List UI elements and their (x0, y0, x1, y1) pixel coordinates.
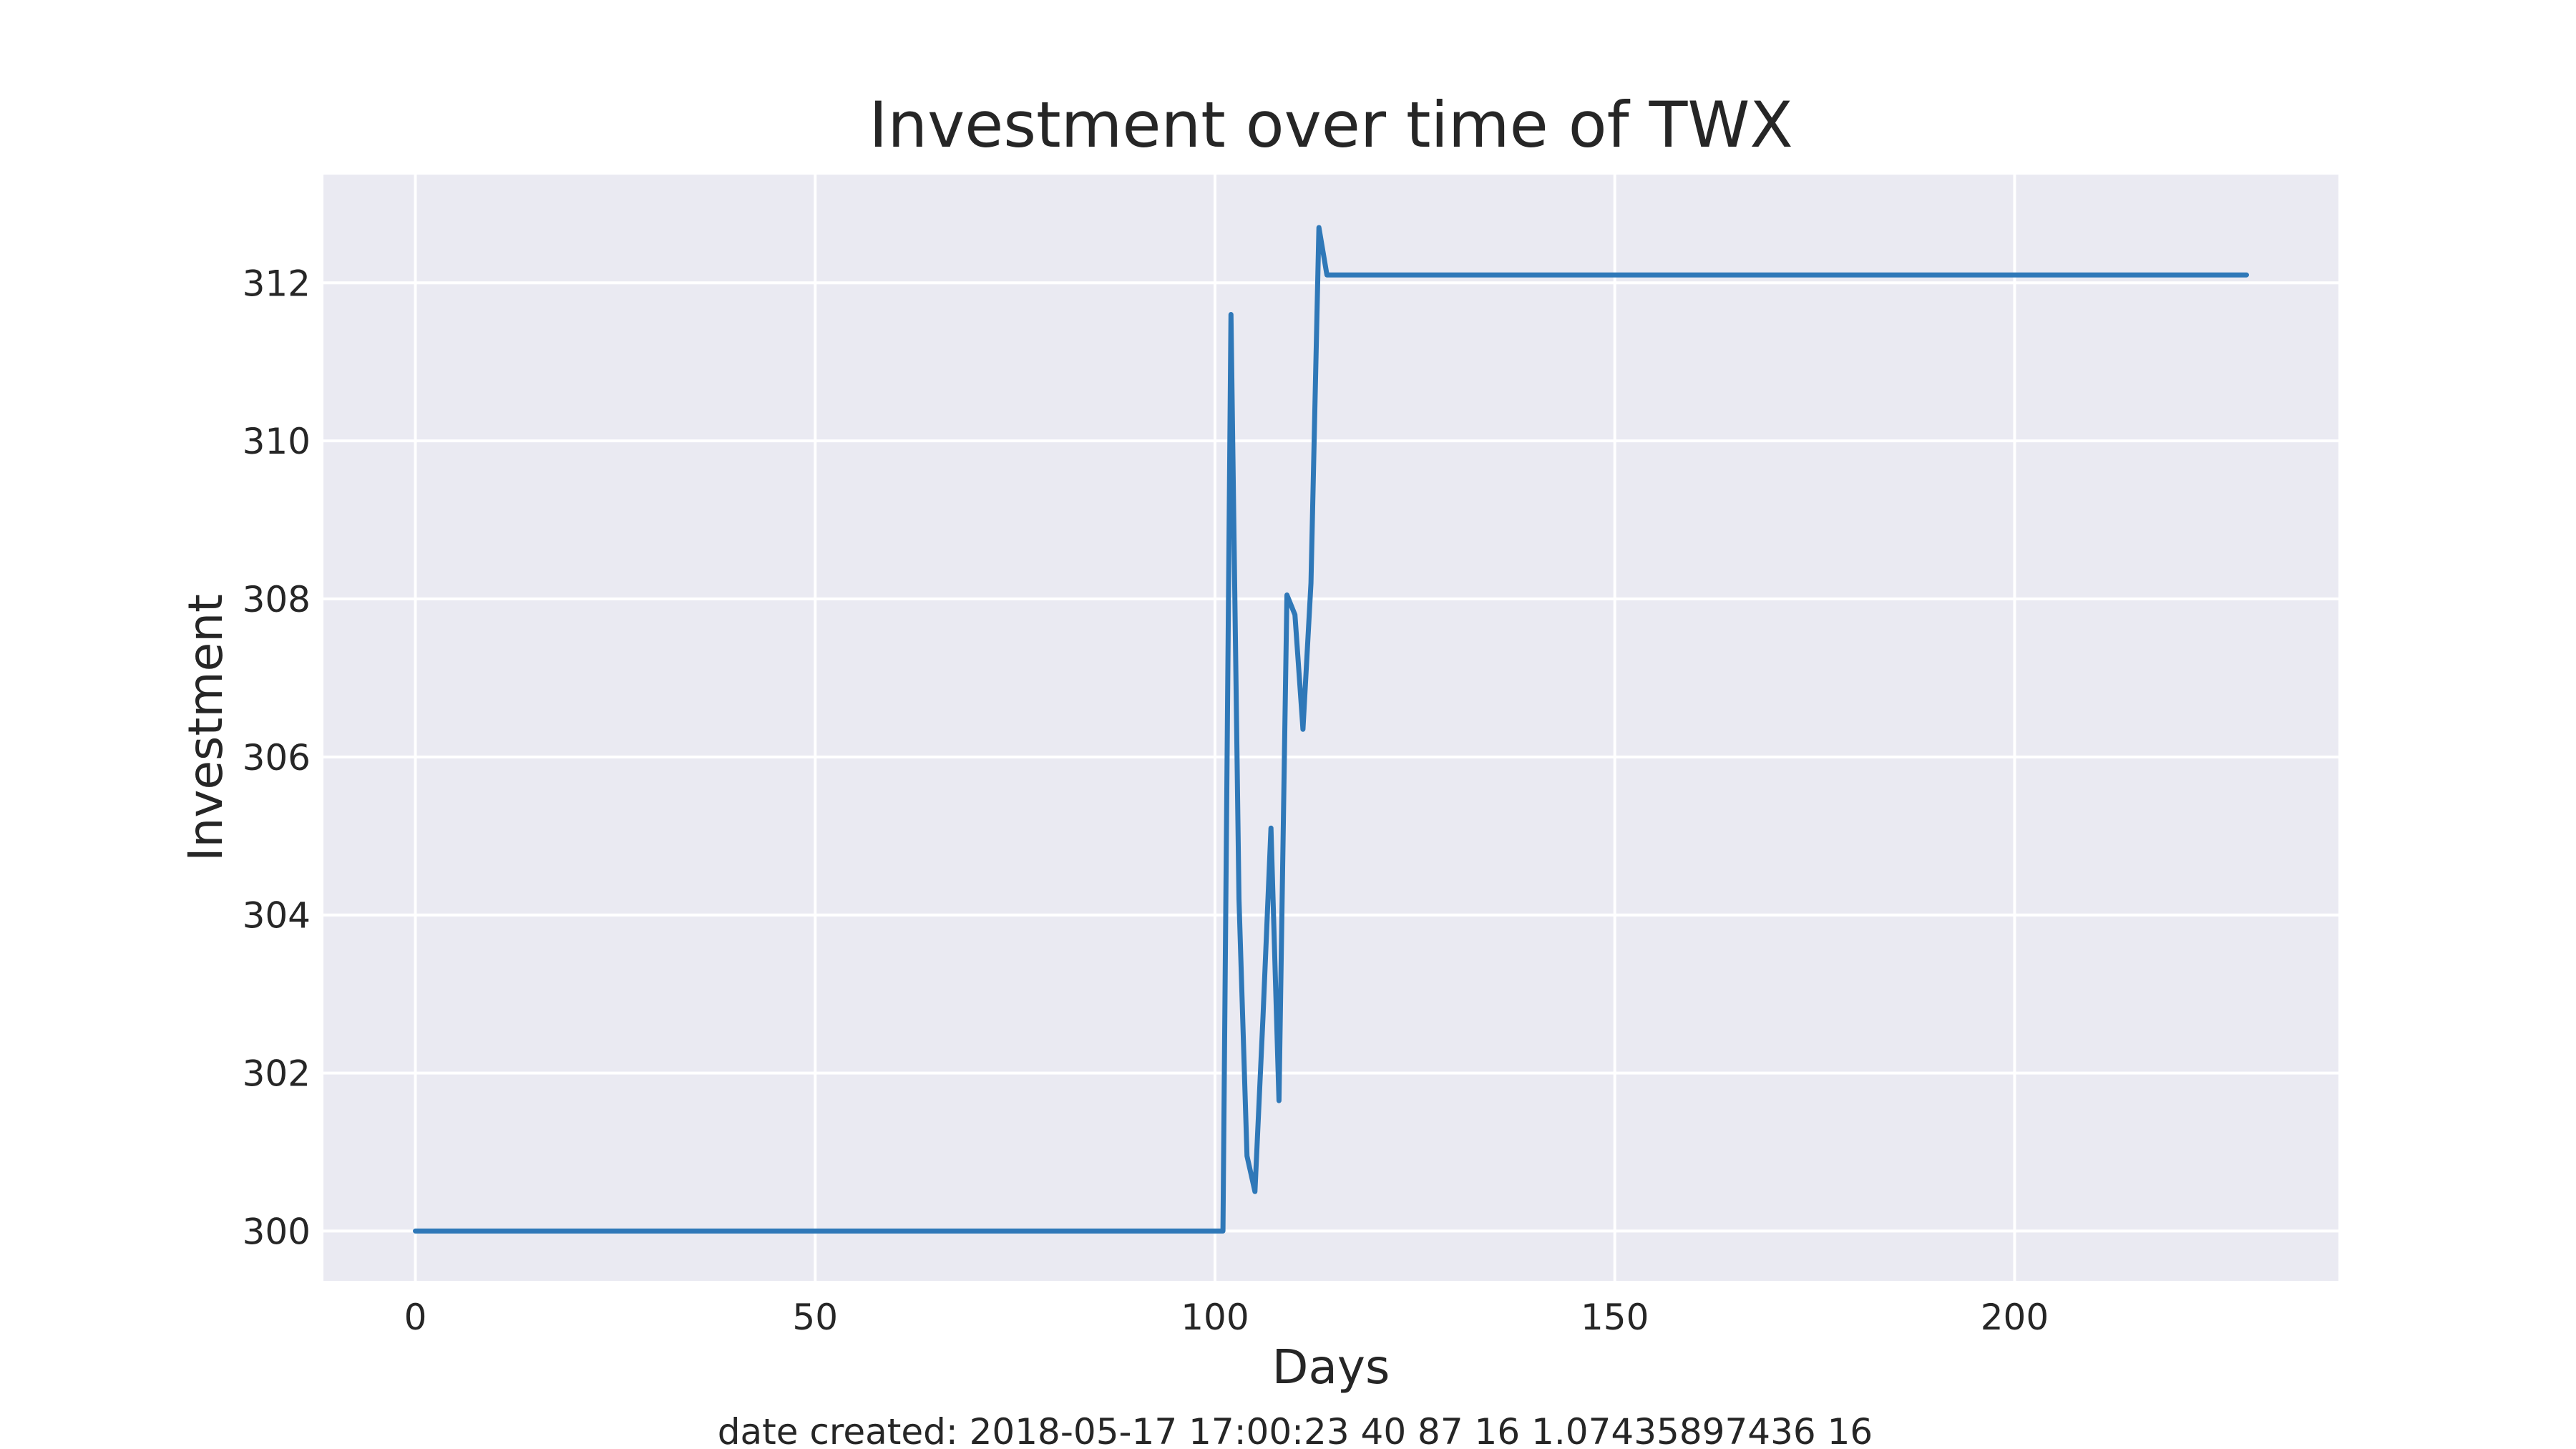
grid-vertical (414, 175, 2016, 1281)
x-tick-label: 150 (1581, 1297, 1649, 1338)
x-axis-label: Days (1272, 1340, 1390, 1395)
y-axis-label: Investment (178, 594, 233, 862)
x-tick-labels: 0 50 100 150 200 (404, 1297, 2049, 1338)
y-tick-label: 306 (243, 737, 311, 779)
y-tick-labels: 300 302 304 306 308 310 312 (243, 263, 311, 1252)
x-tick-label: 0 (404, 1297, 427, 1338)
y-tick-label: 304 (243, 895, 311, 937)
y-tick-label: 300 (243, 1211, 311, 1252)
plot-background (323, 175, 2338, 1281)
x-tick-label: 200 (1981, 1297, 2049, 1338)
chart-title: Investment over time of TWX (869, 88, 1792, 162)
y-tick-label: 310 (243, 421, 311, 462)
x-tick-label: 100 (1181, 1297, 1249, 1338)
y-tick-label: 312 (243, 263, 311, 304)
x-tick-label: 50 (792, 1297, 838, 1338)
series-line-0 (413, 225, 2249, 1234)
footer-text: date created: 2018-05-17 17:00:23 40 87 … (718, 1411, 1873, 1449)
y-tick-label: 302 (243, 1053, 311, 1095)
series-group (413, 225, 2249, 1234)
y-tick-label: 308 (243, 579, 311, 620)
